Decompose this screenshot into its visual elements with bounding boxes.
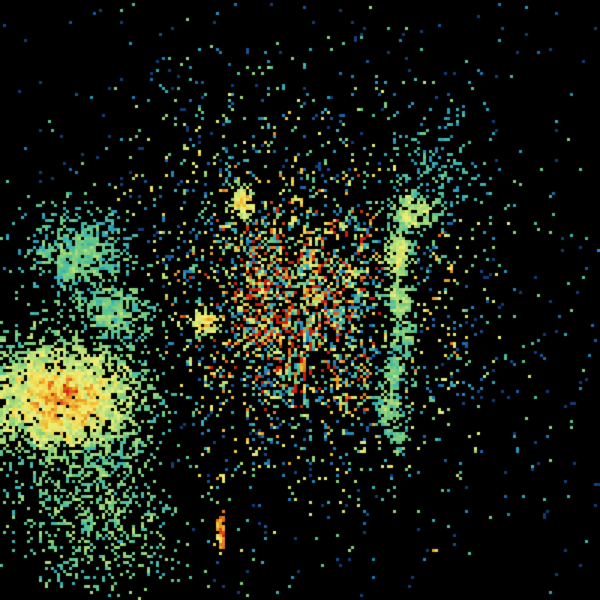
radar-display bbox=[0, 0, 600, 600]
radar-reflectivity-canvas bbox=[0, 0, 600, 600]
